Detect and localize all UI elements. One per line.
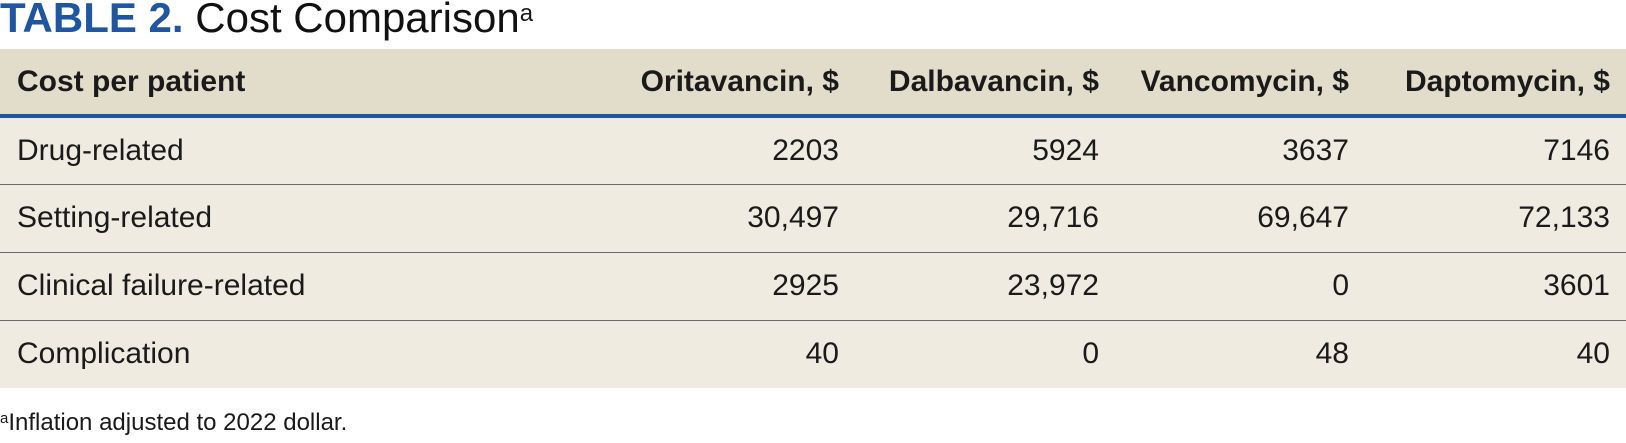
cell-dalbavancin: 0 <box>855 319 1115 388</box>
table-row: Clinical failure-related 2925 23,972 0 3… <box>0 251 1626 320</box>
cell-vancomycin: 69,647 <box>1115 183 1365 252</box>
table-title-text: Cost Comparison <box>195 0 520 41</box>
row-label: Drug-related <box>17 133 184 167</box>
cost-comparison-table: Cost per patient Oritavancin, $ Dalbavan… <box>0 49 1626 388</box>
cell-daptomycin: 72,133 <box>1365 183 1626 252</box>
cell-dalbavancin: 23,972 <box>855 251 1115 320</box>
footnote-marker: a <box>0 410 9 427</box>
header-dalbavancin: Dalbavancin, $ <box>855 49 1115 118</box>
cell-oritavancin: 40 <box>590 319 855 388</box>
cell-vancomycin: 3637 <box>1282 133 1349 167</box>
table-number-label: TABLE 2. <box>0 0 184 41</box>
cell-oritavancin: 2925 <box>590 251 855 320</box>
header-oritavancin: Oritavancin, $ <box>590 49 855 118</box>
table-row: Drug-related 2203 5924 3637 7146 <box>0 116 1626 184</box>
cell-dalbavancin: 5924 <box>1032 133 1099 167</box>
table-title: TABLE 2. Cost Comparisona <box>0 0 533 42</box>
row-label: Setting-related <box>0 183 590 252</box>
cell-oritavancin: 30,497 <box>590 183 855 252</box>
footnote-text: Inflation adjusted to 2022 dollar. <box>8 409 348 436</box>
cell-vancomycin: 48 <box>1115 319 1365 388</box>
table-row: Setting-related 30,497 29,716 69,647 72,… <box>0 183 1626 252</box>
cell-daptomycin: 40 <box>1365 319 1626 388</box>
cell-dalbavancin: 29,716 <box>855 183 1115 252</box>
cell-vancomycin: 0 <box>1115 251 1365 320</box>
row-label: Complication <box>0 319 590 388</box>
header-vancomycin: Vancomycin, $ <box>1115 49 1365 118</box>
cell-daptomycin: 3601 <box>1365 251 1626 320</box>
table-footnote: aInflation adjusted to 2022 dollar. <box>0 409 347 437</box>
table-row: Complication 40 0 48 40 <box>0 319 1626 388</box>
cell-daptomycin: 7146 <box>1543 133 1610 167</box>
row-label: Clinical failure-related <box>0 251 590 320</box>
title-footnote-marker: a <box>519 0 534 27</box>
header-cost-per-patient: Cost per patient <box>0 49 590 118</box>
table-header-row: Cost per patient Oritavancin, $ Dalbavan… <box>0 49 1626 118</box>
cell-oritavancin: 2203 <box>772 133 839 167</box>
header-daptomycin: Daptomycin, $ <box>1365 49 1626 118</box>
